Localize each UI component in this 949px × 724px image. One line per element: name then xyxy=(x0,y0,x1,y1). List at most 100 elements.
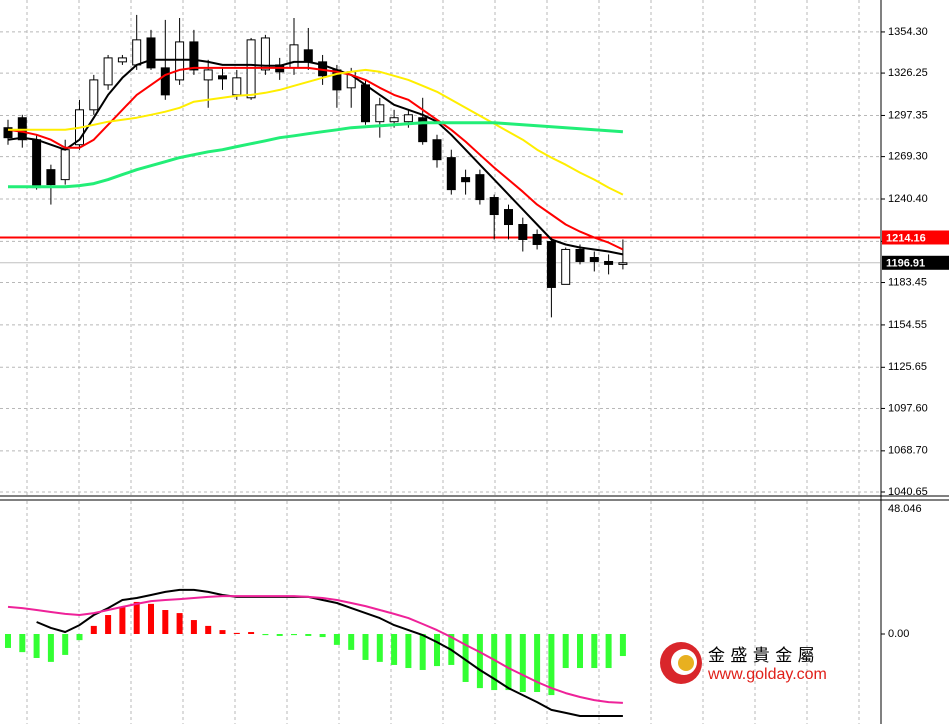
y-tick-label: 1269.30 xyxy=(888,151,928,163)
candle-body xyxy=(218,75,227,80)
price-level-label: 1196.91 xyxy=(886,258,925,270)
candle-body xyxy=(132,39,142,66)
candle-body xyxy=(432,139,442,161)
candle-body xyxy=(3,127,13,139)
histogram-bar xyxy=(605,633,612,669)
histogram-bar xyxy=(219,630,226,634)
histogram-bar xyxy=(305,633,312,636)
histogram-bar xyxy=(33,633,40,658)
indicator-line xyxy=(7,58,624,256)
y-tick-label: 1240.40 xyxy=(888,193,928,205)
histogram-bar xyxy=(562,633,569,669)
candle-body xyxy=(604,260,614,265)
y-tick-label: 1183.45 xyxy=(888,276,927,288)
histogram-bar xyxy=(462,633,469,682)
histogram-bar xyxy=(19,633,26,653)
histogram-bar xyxy=(190,620,197,634)
logo-url: www.golday.com xyxy=(707,666,827,683)
candle-body xyxy=(32,139,42,189)
histogram-bar xyxy=(333,633,340,645)
candle-body xyxy=(361,84,370,123)
candle-body xyxy=(203,69,213,81)
candle-body xyxy=(146,37,156,69)
price-level-box xyxy=(882,230,949,245)
histogram-bar xyxy=(76,633,83,641)
candle-body xyxy=(375,104,385,123)
histogram-bar xyxy=(291,633,297,636)
histogram-bar xyxy=(376,633,383,662)
candle-body xyxy=(103,57,113,86)
candle-body xyxy=(546,241,556,288)
candle-body xyxy=(504,209,513,226)
candle-body xyxy=(403,114,413,123)
histogram-bar xyxy=(405,633,412,669)
candle-body xyxy=(575,248,585,262)
candle-body xyxy=(303,49,313,63)
candle-body xyxy=(418,117,428,143)
candle-body xyxy=(175,41,185,81)
y-tick-label: 1125.65 xyxy=(888,361,927,373)
candle-body xyxy=(160,67,170,96)
histogram-bar xyxy=(133,601,140,634)
candle-body xyxy=(117,57,127,63)
histogram-bar xyxy=(105,615,112,634)
histogram-bar xyxy=(47,633,54,662)
histogram-bar xyxy=(176,613,183,634)
indicator-line xyxy=(7,595,623,704)
candle-body xyxy=(489,197,499,216)
candle-body xyxy=(561,248,571,285)
histogram-bar xyxy=(419,633,426,670)
y-tick-label: 1154.55 xyxy=(888,319,927,331)
y-tick-label: 0.00 xyxy=(888,628,909,640)
y-tick-label: 1097.60 xyxy=(888,402,928,414)
histogram-bar xyxy=(319,633,326,638)
histogram-bar xyxy=(491,633,498,691)
histogram-bar xyxy=(519,633,526,693)
candle-body xyxy=(60,149,70,181)
histogram-bar xyxy=(233,632,240,634)
candle-body xyxy=(17,117,27,141)
indicator-line xyxy=(8,121,623,189)
candle-body xyxy=(389,117,399,123)
indicator-line xyxy=(36,588,623,717)
histogram-bar xyxy=(248,632,255,634)
logo-icon xyxy=(678,655,694,671)
histogram-bar xyxy=(5,633,11,648)
y-tick-label: 1068.70 xyxy=(888,445,928,457)
candle-body xyxy=(461,177,471,183)
indicator-line xyxy=(8,68,624,196)
candle-body xyxy=(518,224,528,240)
candle-body xyxy=(46,169,56,186)
histogram-bar xyxy=(262,633,269,636)
price-level-label: 1214.16 xyxy=(886,232,926,244)
candle-body xyxy=(446,157,456,191)
histogram-bar xyxy=(391,633,398,665)
histogram-bar xyxy=(90,625,97,634)
y-tick-label: 1040.65 xyxy=(888,486,928,498)
candle-body xyxy=(618,262,628,265)
y-tick-label: 1354.30 xyxy=(888,26,928,38)
candle-body xyxy=(589,257,599,262)
histogram-bar xyxy=(619,633,626,657)
histogram-bar xyxy=(162,610,169,634)
histogram-bar xyxy=(534,633,541,693)
histogram-bar xyxy=(577,633,583,669)
candle-body xyxy=(532,233,542,245)
histogram-bar xyxy=(505,633,512,691)
candle-body xyxy=(189,41,199,71)
logo: 金 盛 貴 金 屬 www.golday.com xyxy=(660,642,827,684)
histogram-bar xyxy=(148,603,154,634)
histogram-bar xyxy=(348,633,355,650)
candle-body xyxy=(475,174,485,201)
candle-body xyxy=(289,44,299,69)
candle-body xyxy=(89,79,99,111)
histogram-bar xyxy=(276,633,283,636)
candle-body xyxy=(232,77,242,96)
histogram-bar xyxy=(434,633,440,667)
histogram-bar xyxy=(205,625,212,634)
histogram-bar xyxy=(62,633,69,655)
y-tick-label: 48.046 xyxy=(888,503,922,515)
logo-name: 金 盛 貴 金 屬 xyxy=(708,646,815,666)
